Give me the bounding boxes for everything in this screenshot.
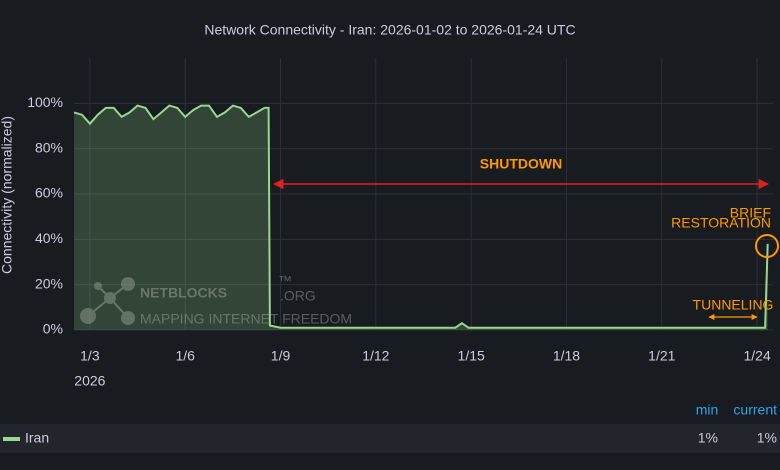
- x-tick-label: 1/24: [743, 348, 770, 364]
- chart-title: Network Connectivity - Iran: 2026-01-02 …: [204, 22, 575, 38]
- watermark-icon: [87, 283, 129, 319]
- area-fill: [74, 105, 768, 330]
- x-tick-label: 1/9: [271, 348, 291, 364]
- watermark-tagline: MAPPING INTERNET FREEDOM: [140, 311, 352, 327]
- annotation-restoration: RESTORATION: [671, 215, 771, 231]
- y-tick-label: 80%: [35, 139, 63, 155]
- annotation-shutdown: SHUTDOWN: [480, 156, 562, 172]
- y-tick-label: 60%: [35, 185, 63, 201]
- y-tick-label: 0%: [43, 321, 63, 337]
- legend-column: current: [733, 402, 777, 418]
- x-tick-label: 1/21: [648, 348, 675, 364]
- annotation-tunneling: TUNNELING: [693, 297, 774, 313]
- x-tick-label: 1/18: [553, 348, 580, 364]
- y-tick-label: 40%: [35, 230, 63, 246]
- x-tick-label: 1/15: [458, 348, 485, 364]
- y-axis-label: Connectivity (normalized): [0, 116, 15, 274]
- y-tick-label: 100%: [27, 94, 63, 110]
- x-year-label: 2026: [74, 373, 105, 389]
- x-tick-label: 1/12: [362, 348, 389, 364]
- plot: [73, 104, 769, 330]
- watermark-brand: NETBLOCKS: [140, 285, 227, 301]
- legend-entry[interactable]: Iran: [25, 430, 49, 446]
- grid: 0% 20% 40% 60% 80% 100% 1/3 1/6 1/9 1/12 1/15 1/18 1…: [27, 58, 773, 389]
- x-tick-label: 1/3: [80, 348, 100, 364]
- legend-row: [0, 424, 780, 453]
- watermark-tm: ™: [278, 273, 292, 289]
- y-tick-label: 20%: [35, 275, 63, 291]
- watermark-nodes: [80, 277, 135, 325]
- series-line: [73, 104, 769, 329]
- watermark-domain: .ORG: [280, 288, 316, 304]
- legend-current: 1%: [757, 430, 777, 446]
- x-tick-label: 1/6: [175, 348, 195, 364]
- legend-column: min: [696, 402, 719, 418]
- legend-min: 1%: [698, 430, 718, 446]
- restoration-circle: [755, 234, 779, 258]
- watermark: NETBLOCKS .ORG ™ MAPPING INTERNET FREEDO…: [80, 273, 352, 327]
- annotation-restoration: BRIEF: [730, 205, 771, 221]
